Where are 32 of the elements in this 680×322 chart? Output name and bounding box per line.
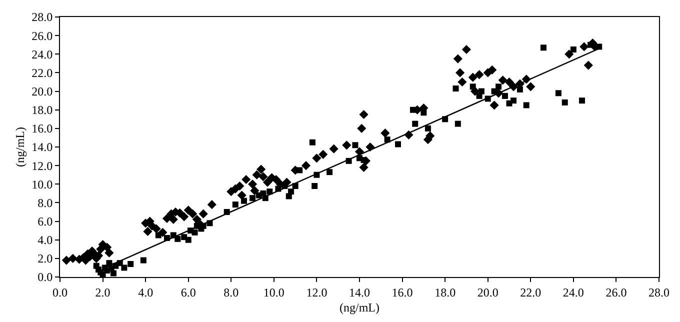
x-axis-title: (ng/mL) — [340, 300, 380, 314]
x-tick-label: 4.0 — [138, 285, 154, 300]
y-tick-label: 18.0 — [32, 103, 53, 118]
x-tick-label: 28.0 — [648, 285, 670, 300]
x-tick-label: 18.0 — [434, 285, 456, 300]
x-tick-label: 24.0 — [562, 285, 584, 300]
x-tick-label: 10.0 — [263, 285, 284, 300]
y-tick-label: 4.0 — [38, 233, 53, 248]
x-tick-label: 22.0 — [520, 285, 542, 300]
y-tick-label: 6.0 — [38, 214, 53, 228]
y-axis-title: (ng/mL) — [12, 127, 27, 167]
y-tick-label: 20.0 — [32, 84, 53, 98]
y-tick-label: 2.0 — [38, 252, 53, 266]
y-tick-label: 0.0 — [38, 270, 53, 284]
y-tick-label: 12.0 — [32, 158, 53, 173]
y-tick-label: 26.0 — [32, 28, 53, 43]
x-tick-label: 26.0 — [606, 285, 627, 300]
x-tick-label: 14.0 — [349, 285, 370, 300]
y-tick-label: 16.0 — [32, 122, 53, 136]
x-tick-label: 8.0 — [224, 285, 239, 300]
y-tick-label: 24.0 — [32, 47, 53, 62]
y-tick-label: 28.0 — [32, 10, 53, 24]
x-tick-label: 0.0 — [52, 285, 68, 300]
x-tick-label: 6.0 — [180, 285, 196, 300]
y-tick-label: 8.0 — [38, 196, 53, 210]
y-tick-label: 14.0 — [32, 140, 53, 154]
y-tick-label: 10.0 — [32, 177, 53, 192]
x-tick-label: 20.0 — [477, 285, 498, 300]
x-tick-label: 12.0 — [306, 285, 328, 300]
y-tick-label: 22.0 — [32, 66, 53, 80]
x-tick-label: 16.0 — [392, 285, 413, 300]
x-tick-label: 2.0 — [95, 285, 110, 300]
